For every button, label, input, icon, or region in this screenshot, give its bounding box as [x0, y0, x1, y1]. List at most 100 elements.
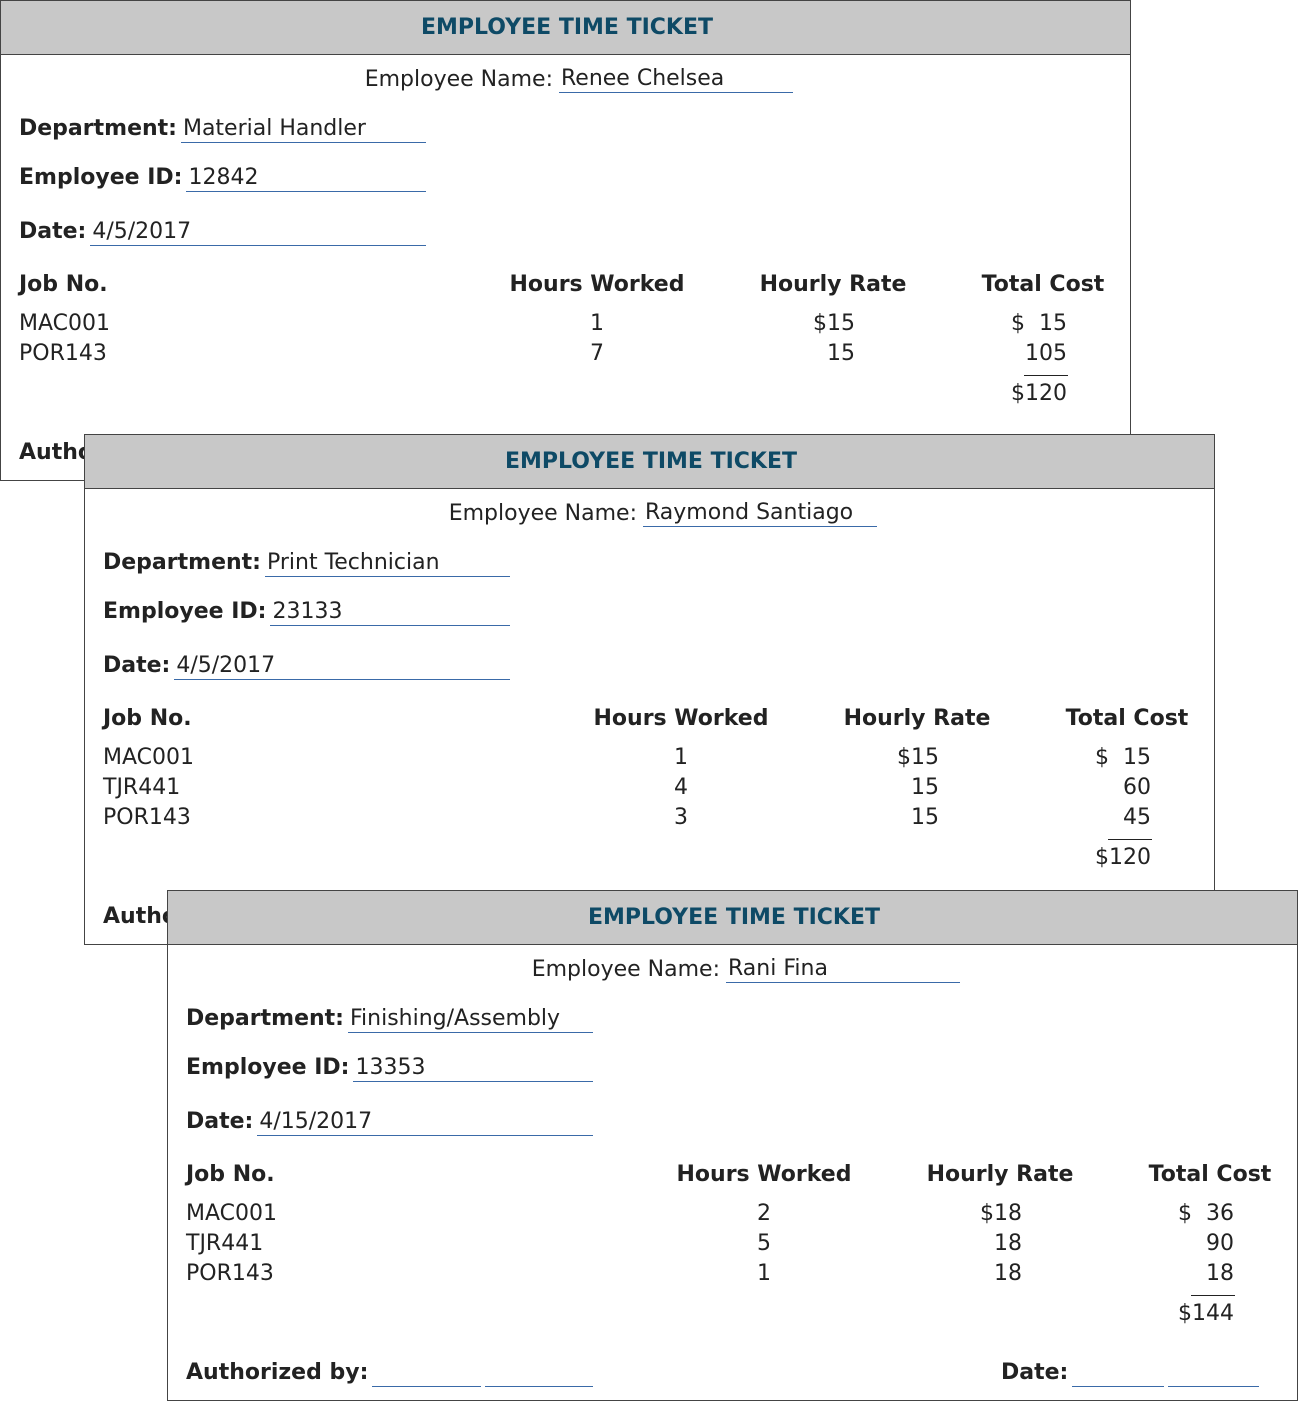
employee-id: Employee ID: 12842 [19, 164, 426, 192]
date: Date: 4/5/2017 [19, 218, 426, 246]
department: Department: Finishing/Assembly [186, 1005, 593, 1033]
footer-date-label: Date: [1001, 1360, 1069, 1385]
footer-date-line [1167, 1386, 1259, 1387]
cell: $15 [813, 311, 855, 336]
column-header: Hourly Rate [759, 272, 907, 297]
total-rule [1191, 1295, 1235, 1296]
column-header: Total Cost [981, 272, 1105, 297]
cell: TJR441 [186, 1231, 264, 1256]
date-label: Date: [103, 653, 171, 678]
name-label: Employee Name: [364, 67, 553, 92]
cell: $ 36 [1178, 1201, 1234, 1226]
date: Date: 4/15/2017 [186, 1108, 593, 1136]
department: Department: Material Handler [19, 115, 426, 143]
authorized-value [372, 1386, 481, 1387]
cell: POR143 [19, 341, 107, 366]
employee-id-label: Employee ID: [186, 1055, 350, 1080]
cell: 18 [994, 1261, 1022, 1286]
name-field: Raymond Santiago [643, 500, 877, 527]
column-header: Job No. [103, 706, 192, 731]
name-value: Renee Chelsea [559, 66, 793, 93]
employee-id: Employee ID: 13353 [186, 1054, 593, 1082]
column-header: Total Cost [1065, 706, 1189, 731]
ticket-title: EMPLOYEE TIME TICKET [420, 15, 714, 40]
name-field: Renee Chelsea [559, 66, 793, 93]
cell: $ 15 [1011, 311, 1067, 336]
column-header: Total Cost [1148, 1162, 1272, 1187]
cell: 60 [1123, 775, 1151, 800]
cell: $ 15 [1095, 745, 1151, 770]
date-label: Date: [19, 219, 87, 244]
cell: 45 [1123, 805, 1151, 830]
total: $144 [1178, 1301, 1234, 1326]
department-value: Material Handler [180, 116, 426, 143]
cell: 3 [674, 805, 688, 830]
employee-id-value: 13353 [353, 1055, 593, 1082]
authorized-label: Authorized by: [186, 1360, 369, 1385]
column-header: Hours Worked [593, 706, 769, 731]
cell: 2 [757, 1201, 771, 1226]
total: $120 [1095, 845, 1151, 870]
total-rule [1108, 839, 1152, 840]
ticket-title: EMPLOYEE TIME TICKET [504, 449, 798, 474]
name-label: Employee Name: [448, 501, 637, 526]
total-rule [1024, 375, 1068, 376]
name-value: Rani Fina [726, 956, 960, 983]
column-header: Hours Worked [676, 1162, 852, 1187]
cell: MAC001 [186, 1201, 277, 1226]
ticket-header [85, 435, 1214, 489]
footer-date: Date: [1001, 1359, 1259, 1387]
ticket: EMPLOYEE TIME TICKET Employee Name: Raymon… [84, 434, 1215, 945]
cell: 1 [757, 1261, 771, 1286]
cell: 15 [911, 805, 939, 830]
employee-id-label: Employee ID: [103, 599, 267, 624]
date-value: 4/5/2017 [90, 219, 426, 246]
name-field: Rani Fina [726, 956, 960, 983]
date-value: 4/15/2017 [257, 1109, 593, 1136]
column-header: Hourly Rate [926, 1162, 1074, 1187]
authorized: Authorized by: [186, 1359, 593, 1387]
cell: 4 [674, 775, 688, 800]
date-value: 4/5/2017 [174, 653, 510, 680]
cell: 15 [911, 775, 939, 800]
name-label: Employee Name: [531, 957, 720, 982]
cell: TJR441 [103, 775, 181, 800]
ticket-title: EMPLOYEE TIME TICKET [587, 905, 881, 930]
column-header: Hours Worked [509, 272, 685, 297]
ticket: EMPLOYEE TIME TICKET Employee Name: Renee … [0, 0, 1131, 481]
column-header: Job No. [186, 1162, 275, 1187]
employee-id: Employee ID: 23133 [103, 598, 510, 626]
column-header: Job No. [19, 272, 108, 297]
date: Date: 4/5/2017 [103, 652, 510, 680]
department-label: Department: [103, 550, 261, 575]
department-value: Print Technician [264, 550, 510, 577]
date-label: Date: [186, 1109, 254, 1134]
name-value: Raymond Santiago [643, 500, 877, 527]
department-label: Department: [186, 1006, 344, 1031]
cell: 1 [590, 311, 604, 336]
total: $120 [1011, 381, 1067, 406]
department: Department: Print Technician [103, 549, 510, 577]
employee-id-value: 12842 [186, 165, 426, 192]
cell: 15 [827, 341, 855, 366]
footer-date-value [1072, 1386, 1164, 1387]
cell: MAC001 [19, 311, 110, 336]
cell: 7 [590, 341, 604, 366]
cell: $18 [980, 1201, 1022, 1226]
cell: 1 [674, 745, 688, 770]
cell: 18 [1206, 1261, 1234, 1286]
ticket: EMPLOYEE TIME TICKET Employee Name: Rani F… [167, 890, 1298, 1401]
cell: POR143 [186, 1261, 274, 1286]
cell: $15 [897, 745, 939, 770]
department-label: Department: [19, 116, 177, 141]
department-value: Finishing/Assembly [347, 1006, 593, 1033]
cell: 105 [1025, 341, 1067, 366]
column-header: Hourly Rate [843, 706, 991, 731]
cell: 90 [1206, 1231, 1234, 1256]
ticket-header [1, 1, 1130, 55]
cell: MAC001 [103, 745, 194, 770]
ticket-header [168, 891, 1297, 945]
cell: POR143 [103, 805, 191, 830]
cell: 18 [994, 1231, 1022, 1256]
